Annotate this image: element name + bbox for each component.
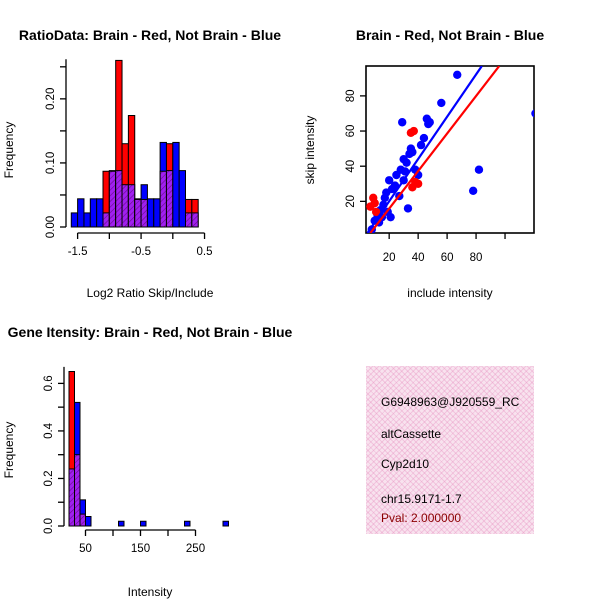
intensity-histogram-overlap-bar <box>79 513 86 527</box>
intensity-scatter-point <box>384 176 394 185</box>
intensity-scatter-point <box>398 118 407 127</box>
intensity-histogram-y-tick-label: 0.0 <box>43 518 55 534</box>
intensity-histogram-bar <box>140 520 147 527</box>
intensity-histogram-ylabel: Frequency <box>2 422 16 479</box>
intensity-scatter-point <box>371 207 381 217</box>
ratio-histogram-overlap-bar <box>165 170 174 228</box>
intensity-scatter-point <box>370 198 379 208</box>
ratio-histogram-y-tick-label: 0.10 <box>45 152 57 174</box>
intensity-scatter-y-tick-label: 20 <box>345 195 357 208</box>
ratio-histogram-bars <box>70 59 199 228</box>
intensity-scatter-x-tick-label: 60 <box>441 252 454 264</box>
intensity-scatter-marks <box>366 66 534 233</box>
intensity-scatter-point <box>403 204 413 213</box>
intensity-histogram-x-tick-label: 250 <box>186 543 205 555</box>
ratio-histogram-overlap-bar <box>127 184 136 228</box>
ratio-histogram-x-tick-label: -0.5 <box>131 246 151 258</box>
intensity-scatter-point <box>468 186 478 196</box>
ratio-histogram-overlap-bar <box>191 212 199 228</box>
intensity-histogram-bar <box>85 515 92 527</box>
intensity-scatter-point <box>425 118 434 127</box>
info-event-type: altCassette <box>381 427 442 441</box>
intensity-scatter-y-tick-label: 80 <box>345 89 357 102</box>
intensity-histogram: Gene Itensity: Brain - Red, Not Brain - … <box>2 324 293 599</box>
info-pval: Pval: 2.000000 <box>381 511 462 525</box>
intensity-scatter-point <box>408 147 417 157</box>
intensity-scatter-frame <box>365 65 535 234</box>
intensity-histogram-y-tick-label: 0.6 <box>43 375 55 391</box>
ratio-histogram-xlabel: Log2 Ratio Skip/Include <box>87 286 214 300</box>
intensity-scatter-x-tick-label: 80 <box>470 252 483 264</box>
intensity-scatter-xlabel: include intensity <box>407 286 492 300</box>
intensity-histogram-bar <box>222 520 229 527</box>
ratio-histogram-bar <box>96 198 104 228</box>
intensity-scatter-point <box>437 98 446 108</box>
ratio-histogram-y-tick-label: 0.00 <box>45 216 57 238</box>
info-gene-name: Cyp2d10 <box>381 457 430 471</box>
intensity-scatter-ylabel: skip intensity <box>303 116 317 185</box>
intensity-histogram-bars <box>68 371 229 527</box>
info-panel: G6948963@J920559_RC altCassette Cyp2d10 … <box>366 366 534 534</box>
intensity-histogram-y-tick-label: 0.4 <box>43 422 55 439</box>
ratio-histogram-bar <box>153 198 161 228</box>
ratio-histogram-overlap-bar <box>121 184 129 228</box>
ratio-histogram-title: RatioData: Brain - Red, Not Brain - Blue <box>19 27 281 43</box>
intensity-histogram-xlabel: Intensity <box>128 585 173 599</box>
intensity-scatter: Brain - Red, Not Brain - Blue 20 40 60 8020… <box>303 27 544 300</box>
intensity-scatter-fit-line <box>369 66 501 233</box>
intensity-scatter-title: Brain - Red, Not Brain - Blue <box>356 27 544 43</box>
ratio-histogram: RatioData: Brain - Red, Not Brain - Blue… <box>2 27 281 300</box>
ratio-histogram-overlap-bar <box>102 212 110 228</box>
ratio-histogram-overlap-bar <box>134 198 142 228</box>
intensity-histogram-y-tick-label: 0.2 <box>43 470 55 486</box>
intensity-histogram-x-tick-label: 50 <box>79 543 92 555</box>
info-probe-id: G6948963@J920559_RC <box>381 395 520 409</box>
intensity-scatter-point <box>419 133 429 143</box>
intensity-scatter-y-tick-label: 40 <box>345 160 357 173</box>
intensity-scatter-fit-line <box>366 66 483 233</box>
intensity-scatter-point <box>386 212 395 222</box>
intensity-scatter-x-tick-label: 20 <box>383 252 396 264</box>
info-location: chr15.9171-1.7 <box>381 492 462 506</box>
intensity-scatter-point <box>474 165 484 174</box>
intensity-scatter-y-tick-label: 60 <box>345 125 357 138</box>
ratio-histogram-bar <box>83 212 91 228</box>
intensity-histogram-overlap-bar <box>68 468 75 527</box>
intensity-scatter-point <box>402 158 411 167</box>
ratio-histogram-bar <box>77 198 85 228</box>
intensity-scatter-point <box>413 179 423 188</box>
ratio-histogram-overlap-bar <box>115 170 123 228</box>
intensity-histogram-axes: 50 150 250 0.0 0.2 0.4 0.6 <box>43 366 205 555</box>
ratio-histogram-overlap-bar <box>185 212 193 228</box>
ratio-histogram-x-tick-label: -1.5 <box>68 246 88 258</box>
ratio-histogram-y-tick-label: 0.20 <box>45 88 57 110</box>
ratio-histogram-axes: -1.5 -0.5 0.5 0.00 0.10 0.20 <box>45 59 213 258</box>
intensity-histogram-overlap-bar <box>74 454 81 527</box>
ratio-histogram-bar <box>172 141 180 228</box>
intensity-histogram-x-tick-label: 150 <box>131 543 150 555</box>
intensity-histogram-bar <box>184 520 191 527</box>
intensity-scatter-point <box>409 126 418 136</box>
intensity-histogram-bar <box>118 520 125 527</box>
ratio-histogram-bar <box>146 198 155 228</box>
ratio-histogram-x-tick-label: 0.5 <box>197 246 213 258</box>
ratio-histogram-ylabel: Frequency <box>2 122 16 179</box>
ratio-histogram-bar <box>89 198 98 228</box>
ratio-histogram-bar <box>70 212 79 228</box>
intensity-histogram-title: Gene Itensity: Brain - Red, Not Brain - … <box>8 324 293 340</box>
intensity-scatter-point <box>531 109 534 118</box>
intensity-scatter-point <box>453 70 462 79</box>
intensity-scatter-plot: 20 40 60 80 20 40 60 80 <box>345 65 535 264</box>
intensity-scatter-x-tick-label: 40 <box>412 252 425 264</box>
ratio-histogram-overlap-bar <box>159 170 167 228</box>
ratio-histogram-bar <box>178 170 186 228</box>
intensity-scatter-point <box>390 181 400 190</box>
ratio-histogram-overlap-bar <box>140 198 148 228</box>
ratio-histogram-overlap-bar <box>108 170 117 228</box>
intensity-scatter-point <box>416 140 426 150</box>
